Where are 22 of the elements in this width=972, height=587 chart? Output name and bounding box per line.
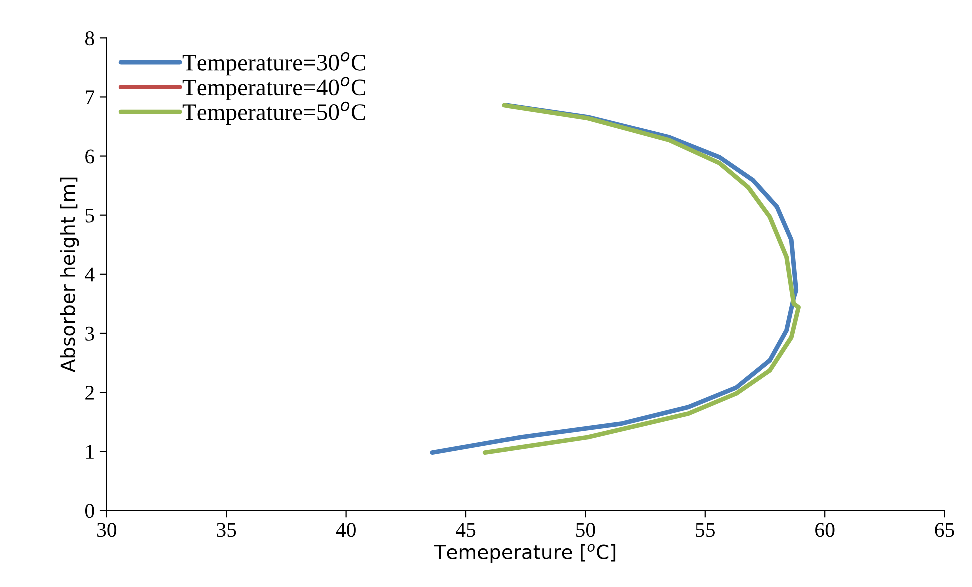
y-axis-title: Absorber height [m] xyxy=(60,178,80,372)
x-tick-label: 50 xyxy=(576,523,596,538)
x-tick-label: 40 xyxy=(336,523,356,538)
y-tick-label: 5 xyxy=(86,208,94,223)
y-tick-label: 0 xyxy=(85,504,94,518)
x-tick-label: 30 xyxy=(98,523,117,538)
y-tick-label: 2 xyxy=(86,386,94,400)
x-axis-title: Temeperature [$^{o}$C] xyxy=(434,544,616,564)
x-tick-label: 65 xyxy=(935,523,954,538)
y-tick-label: 4 xyxy=(85,268,95,282)
x-tick-label: 60 xyxy=(816,523,835,538)
y-tick-label: 8 xyxy=(85,32,94,46)
y-tick-label: 1 xyxy=(86,445,94,459)
legend-label: Temperature=50$^{o}$C xyxy=(182,102,366,126)
x-tick-label: 35 xyxy=(217,523,236,538)
legend-label: Temperature=40$^{o}$C xyxy=(182,77,366,100)
legend-label: Temperature=30$^{o}$C xyxy=(182,52,366,76)
y-tick-label: 3 xyxy=(86,326,94,341)
x-tick-label: 55 xyxy=(696,523,715,538)
y-tick-label: 7 xyxy=(86,90,95,104)
y-tick-label: 6 xyxy=(86,150,94,164)
x-tick-label: 45 xyxy=(456,523,476,538)
